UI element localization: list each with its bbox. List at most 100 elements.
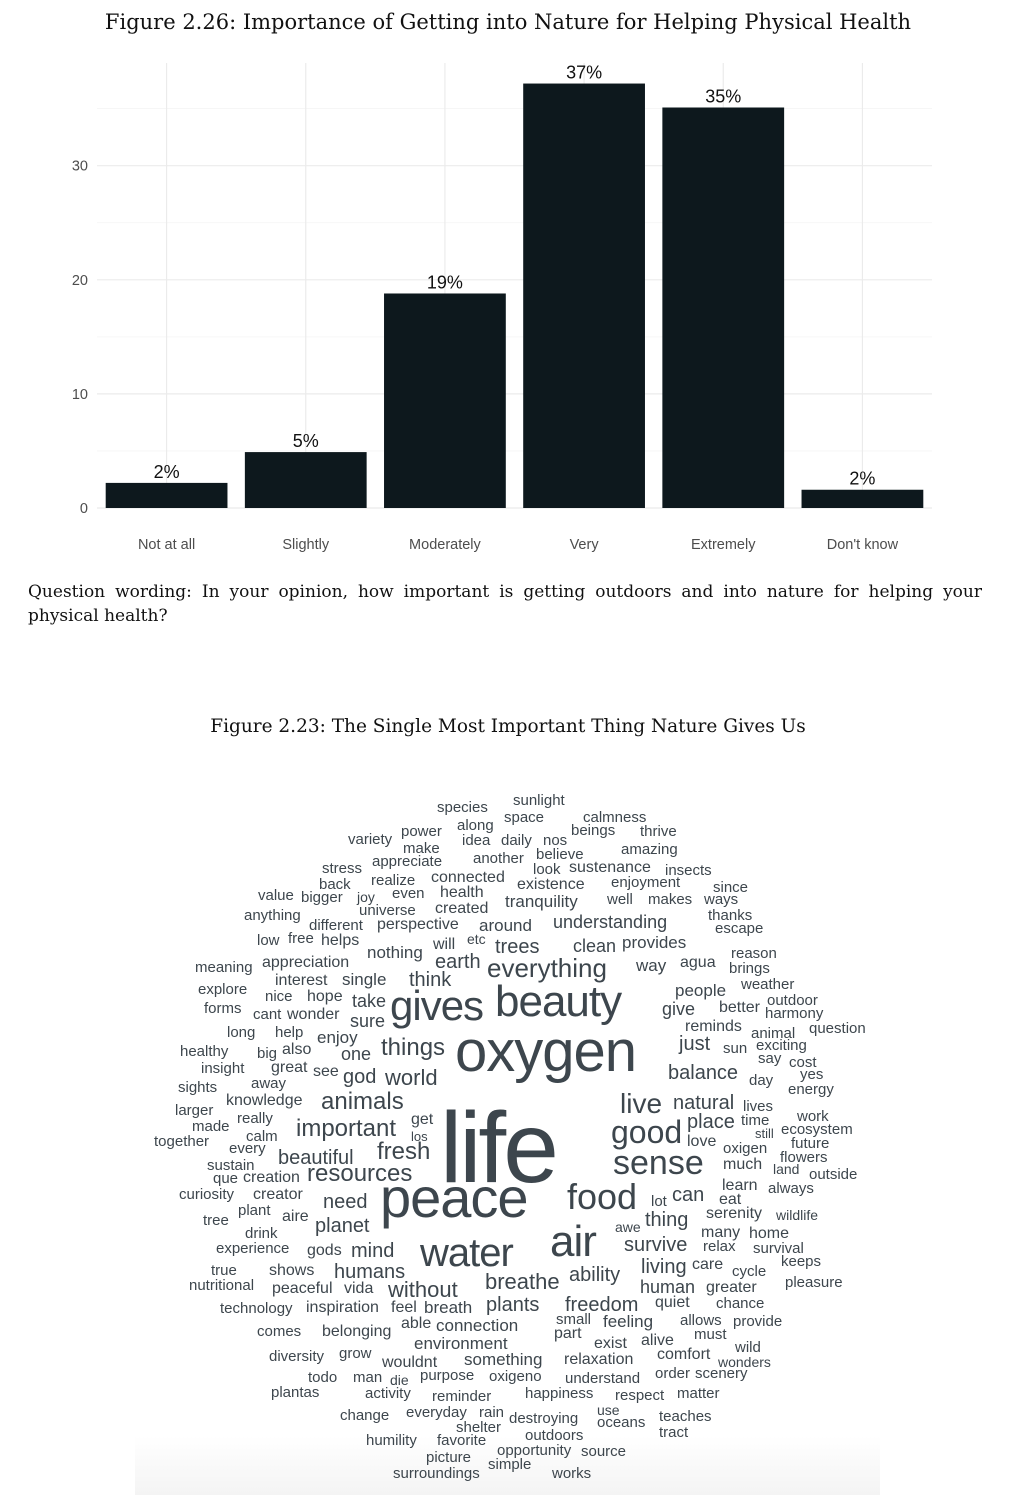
word-cloud-word: sunlight <box>513 792 565 809</box>
word-cloud-word: serenity <box>706 1205 763 1222</box>
word-cloud-word: resources <box>307 1160 413 1187</box>
word-cloud-word: los <box>411 1129 428 1144</box>
word-cloud-word: experience <box>216 1240 290 1257</box>
word-cloud-word: curiosity <box>179 1186 235 1203</box>
word-cloud-word: great <box>271 1059 308 1076</box>
word-cloud-word: oxigeno <box>489 1368 542 1385</box>
word-cloud-word: comfort <box>657 1346 711 1363</box>
word-cloud-word: animal <box>751 1025 796 1042</box>
word-cloud-word: god <box>343 1066 377 1088</box>
word-cloud-word: another <box>473 850 524 867</box>
word-cloud-word: trees <box>495 936 540 958</box>
word-cloud-word: teaches <box>659 1408 712 1425</box>
word-cloud-word: much <box>723 1156 763 1173</box>
word-cloud-word: outside <box>809 1166 858 1183</box>
word-cloud-word: wonders <box>718 1354 771 1370</box>
word-cloud-word: knowledge <box>226 1092 303 1109</box>
word-cloud-word: appreciation <box>262 954 350 971</box>
bar-extremely <box>662 107 785 508</box>
word-cloud-word: think <box>409 969 452 991</box>
word-cloud-word: sure <box>350 1011 386 1031</box>
word-cloud-word: larger <box>175 1102 214 1119</box>
word-cloud-word: balance <box>668 1062 739 1084</box>
word-cloud-word: oxigen <box>723 1140 768 1157</box>
word-cloud-word: just <box>679 1033 711 1055</box>
word-cloud-word: air <box>550 1217 597 1266</box>
word-cloud-word: happiness <box>525 1385 594 1402</box>
word-cloud-word: care <box>692 1256 724 1273</box>
word-cloud-word: man <box>353 1369 383 1386</box>
word-cloud-word: todo <box>308 1369 338 1386</box>
word-cloud-word: must <box>694 1326 727 1343</box>
word-cloud-word: time <box>741 1112 770 1129</box>
word-cloud-word: world <box>385 1065 438 1090</box>
word-cloud-word: helps <box>321 932 360 949</box>
word-cloud-word: brings <box>729 960 770 977</box>
x-tick-label: Very <box>570 537 600 553</box>
word-cloud-word: stress <box>322 860 363 877</box>
word-cloud-word: realize <box>371 872 416 889</box>
word-cloud-word: part <box>554 1325 582 1342</box>
word-cloud-word: wonder <box>287 1006 340 1023</box>
word-cloud-word: activity <box>365 1385 411 1402</box>
word-cloud-word: understand <box>565 1370 641 1387</box>
word-cloud-word: agua <box>680 954 716 971</box>
word-cloud-word: calmness <box>583 809 647 826</box>
word-cloud-word: insects <box>665 862 712 879</box>
word-cloud-word: plants <box>486 1294 540 1316</box>
word-cloud-word: insight <box>201 1060 245 1077</box>
word-cloud-word: joy <box>357 889 375 905</box>
word-cloud-word: plant <box>238 1202 271 1219</box>
word-cloud-word: around <box>479 916 532 935</box>
word-cloud-word: tract <box>659 1424 689 1441</box>
chart-labels: 2% 5% 19% 37% 35% 2% <box>154 63 876 489</box>
word-cloud-word: belonging <box>322 1323 392 1340</box>
question-wording: Question wording: In your opinion, how i… <box>28 582 982 626</box>
word-cloud-word: space <box>504 809 545 826</box>
word-cloud-word: change <box>340 1407 390 1424</box>
word-cloud-word: free <box>288 930 314 947</box>
word-cloud-word: idea <box>462 832 491 849</box>
word-cloud-word: long <box>227 1024 256 1041</box>
word-cloud-word: vida <box>344 1280 374 1297</box>
word-cloud-word: every <box>229 1140 266 1157</box>
word-cloud-word: important <box>296 1115 397 1142</box>
word-cloud-word: humans <box>334 1261 406 1283</box>
word-cloud-word: live <box>620 1088 663 1119</box>
word-cloud-word: food <box>567 1176 638 1217</box>
word-cloud-word: take <box>352 991 387 1011</box>
word-cloud-word: breath <box>424 1298 473 1317</box>
word-cloud-word: drink <box>245 1225 278 1242</box>
word-cloud-word: lot <box>651 1193 667 1210</box>
word-cloud-word: able <box>401 1315 432 1332</box>
bar-moderately <box>384 293 506 508</box>
word-cloud-word: breathe <box>485 1269 560 1294</box>
word-cloud-word: eat <box>719 1191 742 1208</box>
word-cloud-word: living <box>641 1256 687 1278</box>
word-cloud-word: relax <box>703 1238 736 1255</box>
word-cloud-word: love <box>687 1133 717 1150</box>
word-cloud-word: life <box>440 1092 559 1204</box>
word-cloud-word: cost <box>789 1054 817 1071</box>
word-cloud-word: day <box>749 1072 774 1089</box>
word-cloud-word: people <box>675 981 727 1000</box>
word-cloud-word: que <box>213 1170 239 1187</box>
word-cloud-word: daily <box>501 832 532 849</box>
word-cloud-word: really <box>237 1110 273 1127</box>
word-cloud-word: low <box>257 932 280 949</box>
word-cloud-word: enjoy <box>317 1028 358 1047</box>
word-cloud-word: provides <box>622 933 687 952</box>
word-cloud-word: made <box>192 1118 230 1135</box>
word-cloud-word: inspiration <box>306 1299 379 1316</box>
word-cloud-word: keeps <box>781 1253 822 1270</box>
word-cloud: life oxygen peace beauty gives water air food se… <box>135 760 880 1495</box>
word-cloud-word: thrive <box>640 823 677 840</box>
word-cloud-word: connection <box>436 1316 519 1335</box>
word-cloud-word: grow <box>339 1345 372 1362</box>
word-cloud-word: scenery <box>695 1365 748 1382</box>
word-cloud-word: meaning <box>195 959 253 976</box>
word-cloud-word: tranquility <box>505 892 578 911</box>
word-cloud-word: yes <box>800 1066 824 1083</box>
word-cloud-word: get <box>411 1111 434 1128</box>
word-cloud-word: calm <box>246 1128 278 1145</box>
